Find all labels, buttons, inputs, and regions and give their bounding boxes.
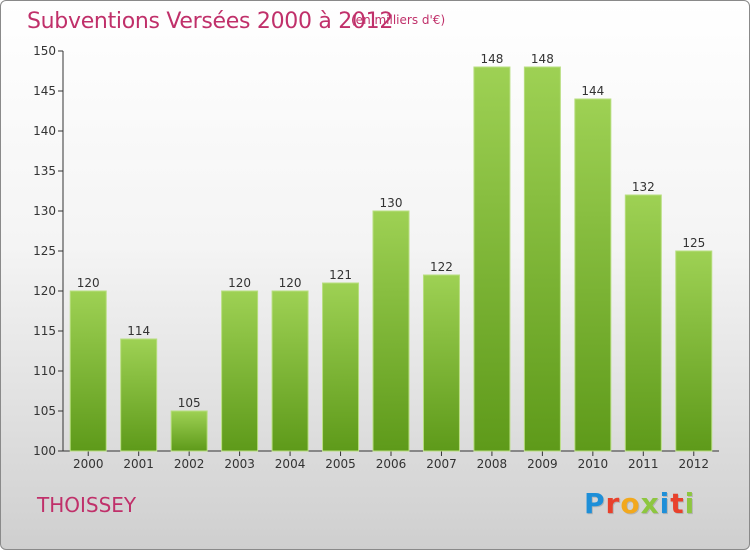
data-label: 132 <box>632 180 655 194</box>
data-label: 122 <box>430 260 453 274</box>
data-label: 130 <box>380 196 403 210</box>
unit-note: (en milliers d'€) <box>351 13 446 27</box>
data-labels: 120 114 105 120 120 121 130 122 148 148 144 132 125 <box>77 52 705 410</box>
bar <box>473 66 511 452</box>
bar <box>120 338 158 452</box>
logo-letter: P <box>584 487 606 520</box>
proxiti-logo: Proxiti <box>584 487 695 520</box>
x-tick-label: 2010 <box>578 457 609 471</box>
y-tick-label: 120 <box>33 284 56 298</box>
bar <box>271 290 309 452</box>
bar <box>372 210 410 452</box>
x-tick-label: 2001 <box>123 457 154 471</box>
y-tick-label: 135 <box>33 164 56 178</box>
x-tick-label: 2006 <box>376 457 407 471</box>
logo-letter: i <box>659 487 671 520</box>
data-label: 114 <box>127 324 150 338</box>
logo-letter: x <box>640 487 660 520</box>
bar <box>574 98 612 452</box>
bar <box>675 250 713 452</box>
commune-name: THOISSEY <box>37 493 137 517</box>
data-label: 148 <box>531 52 554 66</box>
bar <box>624 194 662 452</box>
data-label: 148 <box>480 52 503 66</box>
data-label: 120 <box>77 276 100 290</box>
data-label: 120 <box>279 276 302 290</box>
bar <box>69 290 107 452</box>
x-tick-label: 2012 <box>678 457 709 471</box>
x-tick-label: 2004 <box>275 457 306 471</box>
x-tick-label: 2008 <box>477 457 508 471</box>
x-tick-label: 2007 <box>426 457 457 471</box>
bars <box>69 66 713 452</box>
bar <box>170 410 208 452</box>
data-label: 120 <box>228 276 251 290</box>
data-label: 121 <box>329 268 352 282</box>
x-tick-label: 2011 <box>628 457 659 471</box>
logo-letter: i <box>684 487 696 520</box>
y-tick-label: 100 <box>33 444 56 458</box>
bar <box>322 282 360 452</box>
y-tick-label: 145 <box>33 84 56 98</box>
logo-letter: t <box>670 487 685 520</box>
y-tick-label: 110 <box>33 364 56 378</box>
bar <box>422 274 460 452</box>
bar <box>523 66 561 452</box>
x-tick-label: 2002 <box>174 457 205 471</box>
y-tick-label: 115 <box>33 324 56 338</box>
y-tick-label: 125 <box>33 244 56 258</box>
y-tick-label: 130 <box>33 204 56 218</box>
x-tick-label: 2009 <box>527 457 558 471</box>
chart-title: Subventions Versées 2000 à 2012 <box>27 9 394 34</box>
x-tick-label: 2005 <box>325 457 356 471</box>
x-tick-label: 2003 <box>224 457 255 471</box>
x-tick-label: 2000 <box>73 457 104 471</box>
data-label: 125 <box>682 236 705 250</box>
y-tick-label: 140 <box>33 124 56 138</box>
bar <box>221 290 259 452</box>
logo-letter: r <box>605 487 621 520</box>
axes: 100 105 110 115 120 125 130 135 140 145 150 2000 200… <box>33 44 719 471</box>
logo-letter: o <box>620 487 641 520</box>
y-tick-label: 150 <box>33 44 56 58</box>
y-tick-label: 105 <box>33 404 56 418</box>
data-label: 144 <box>581 84 604 98</box>
data-label: 105 <box>178 396 201 410</box>
